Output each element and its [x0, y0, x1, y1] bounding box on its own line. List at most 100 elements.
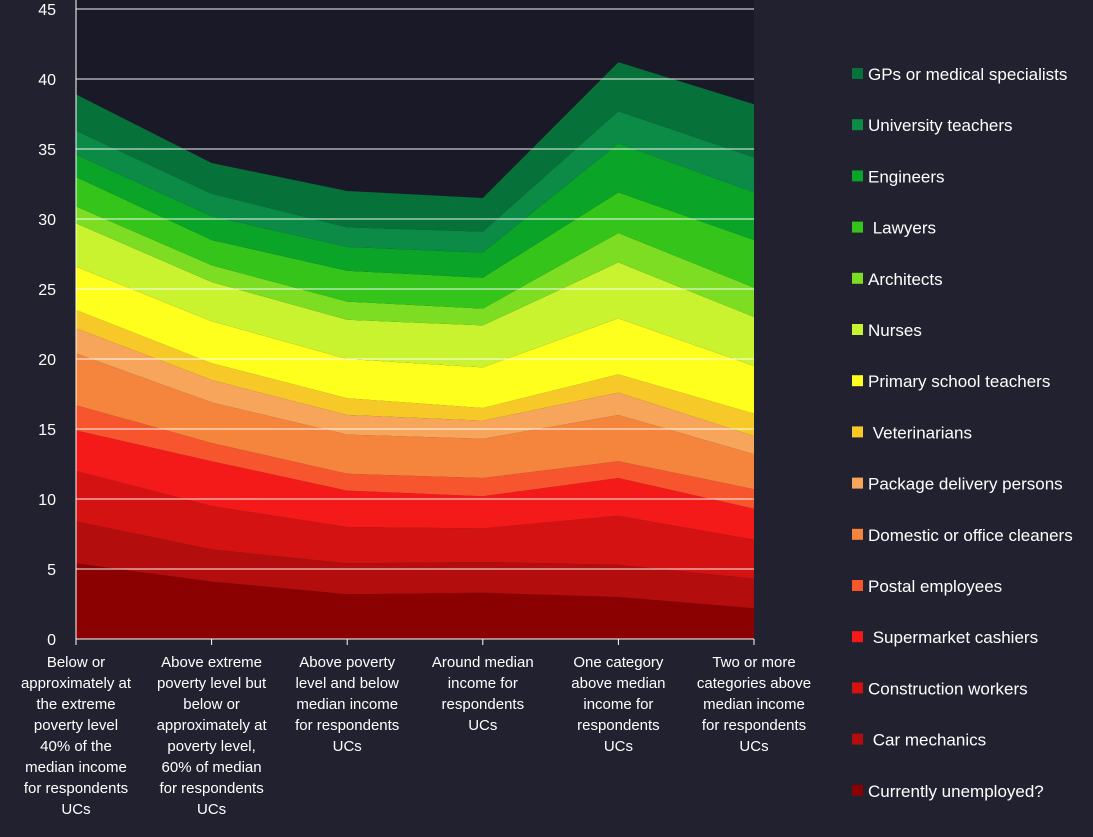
- legend-label: Car mechanics: [868, 731, 986, 750]
- legend-item-architects: Architects: [852, 270, 943, 289]
- y-tick-label: 5: [47, 562, 56, 579]
- x-tick-label-line: 40% of the: [40, 738, 112, 755]
- legend-swatch: [852, 733, 863, 745]
- axis-layer: 0 5 10 15 20 25 30 35 40 45 Below or approximately …: [21, 0, 811, 818]
- x-tick-label-line: below or: [183, 696, 240, 713]
- y-tick-label: 10: [38, 492, 56, 509]
- x-tick-label-line: UCs: [61, 801, 90, 818]
- legend-swatch: [852, 324, 863, 335]
- legend-swatch: [852, 631, 863, 643]
- x-tick-label-line: One category: [573, 654, 664, 671]
- area-domestic-or-office-cleaners: [76, 353, 754, 490]
- x-tick-label-line: 60% of median: [162, 759, 262, 776]
- legend-swatch: [852, 375, 863, 387]
- x-tick-label-line: income for: [583, 696, 653, 713]
- x-tick-label-line: for respondents: [702, 717, 806, 734]
- y-tick-label: 45: [38, 2, 56, 19]
- legend-label: Package delivery persons: [868, 475, 1063, 494]
- legend-swatch: [852, 221, 863, 233]
- x-tick-label-line: median income: [703, 696, 805, 713]
- legend-item-construction-workers: Construction workers: [852, 679, 1028, 698]
- x-tick-label-line: UCs: [197, 801, 226, 818]
- area-lawyers: [76, 177, 754, 309]
- areas-layer: [76, 62, 754, 639]
- x-tick-label-line: respondents: [577, 717, 660, 734]
- area-supermarket-cashiers: [76, 430, 754, 540]
- legend-label: Lawyers: [868, 219, 936, 238]
- legend-label: Construction workers: [868, 679, 1028, 698]
- legend-item-package-delivery-persons: Package delivery persons: [852, 475, 1063, 494]
- legend-item-engineers: Engineers: [852, 167, 945, 186]
- legend-item-lawyers: Lawyers: [852, 219, 936, 238]
- x-tick-label-line: UCs: [333, 738, 362, 755]
- legend-swatch: [852, 784, 863, 796]
- x-tick-label-line: poverty level but: [157, 675, 267, 692]
- legend-item-postal-employees: Postal employees: [852, 577, 1002, 596]
- area-primary-school-teachers: [76, 266, 754, 414]
- legend-swatch: [852, 119, 863, 131]
- x-tick-label-line: approximately at: [157, 717, 268, 734]
- grid-layer: [76, 8, 754, 570]
- x-tick-label: Below or approximately at the extreme pover…: [21, 654, 132, 818]
- x-tick-label-line: median income: [25, 759, 127, 776]
- x-tick-label-line: the extreme: [36, 696, 115, 713]
- legend-label: Domestic or office cleaners: [868, 526, 1073, 545]
- x-tick-label: Two or more categories above median income…: [697, 654, 811, 755]
- x-tick-label-line: Below or: [47, 654, 105, 671]
- y-tick-label: 25: [38, 282, 56, 299]
- legend-swatch: [852, 170, 863, 182]
- x-tick-label-line: Above extreme: [161, 654, 262, 671]
- area-university-teachers: [76, 111, 754, 253]
- legend-swatch: [852, 272, 863, 284]
- area-postal-employees: [76, 405, 754, 509]
- legend-label: Nurses: [868, 321, 922, 340]
- legend-item-gps-or-medical-specialists: GPs or medical specialists: [852, 65, 1067, 84]
- legend-swatch: [852, 580, 863, 591]
- x-tick-label-line: poverty level: [34, 717, 118, 734]
- legend-item-supermarket-cashiers: Supermarket cashiers: [852, 628, 1038, 647]
- x-tick-label-line: for respondents: [24, 780, 128, 797]
- x-tick-label: Around median income for respondents UCs: [432, 654, 534, 734]
- legend: GPs or medical specialists University tea…: [852, 65, 1073, 801]
- legend-item-veterinarians: Veterinarians: [852, 423, 972, 442]
- legend-swatch: [852, 477, 863, 489]
- x-tick-label-line: median income: [296, 696, 398, 713]
- legend-swatch: [852, 426, 863, 438]
- x-tick-label-line: UCs: [468, 717, 497, 734]
- legend-label: Primary school teachers: [868, 372, 1050, 391]
- area-currently-unemployed: [76, 563, 754, 639]
- area-gps-or-medical-specialists: [76, 62, 754, 232]
- legend-label: University teachers: [868, 116, 1013, 135]
- area-nurses: [76, 223, 754, 368]
- area-architects: [76, 206, 754, 326]
- x-tick-label-line: UCs: [739, 738, 768, 755]
- x-tick-label-line: for respondents: [295, 717, 399, 734]
- x-tick-label: One category above median income for respon…: [571, 654, 665, 755]
- area-engineers: [76, 143, 754, 278]
- legend-item-car-mechanics: Car mechanics: [852, 731, 986, 750]
- x-tick-label-line: categories above: [697, 675, 811, 692]
- x-tick-label-line: Two or more: [712, 654, 795, 671]
- y-tick-label: 30: [38, 212, 56, 229]
- y-tick-label: 20: [38, 352, 56, 369]
- legend-item-domestic-or-office-cleaners: Domestic or office cleaners: [852, 526, 1073, 545]
- x-tick-label-line: above median: [571, 675, 665, 692]
- area-construction-workers: [76, 471, 754, 579]
- x-tick-label-line: Around median: [432, 654, 534, 671]
- y-tick-label: 35: [38, 142, 56, 159]
- legend-item-primary-school-teachers: Primary school teachers: [852, 372, 1050, 391]
- legend-label: Postal employees: [868, 577, 1002, 596]
- x-tick-label-line: Above poverty: [299, 654, 395, 671]
- y-tick-label: 40: [38, 72, 56, 89]
- legend-item-university-teachers: University teachers: [852, 116, 1013, 135]
- x-tick-label: Above extreme poverty level but below or ap…: [157, 654, 268, 818]
- y-tick-label: 15: [38, 422, 56, 439]
- x-tick-label: Above poverty level and below median incom…: [295, 654, 399, 755]
- x-tick-label-line: for respondents: [159, 780, 263, 797]
- legend-label: Currently unemployed?: [868, 782, 1044, 801]
- area-car-mechanics: [76, 521, 754, 609]
- legend-label: Veterinarians: [868, 423, 972, 442]
- legend-swatch: [852, 682, 863, 694]
- legend-label: GPs or medical specialists: [868, 65, 1067, 84]
